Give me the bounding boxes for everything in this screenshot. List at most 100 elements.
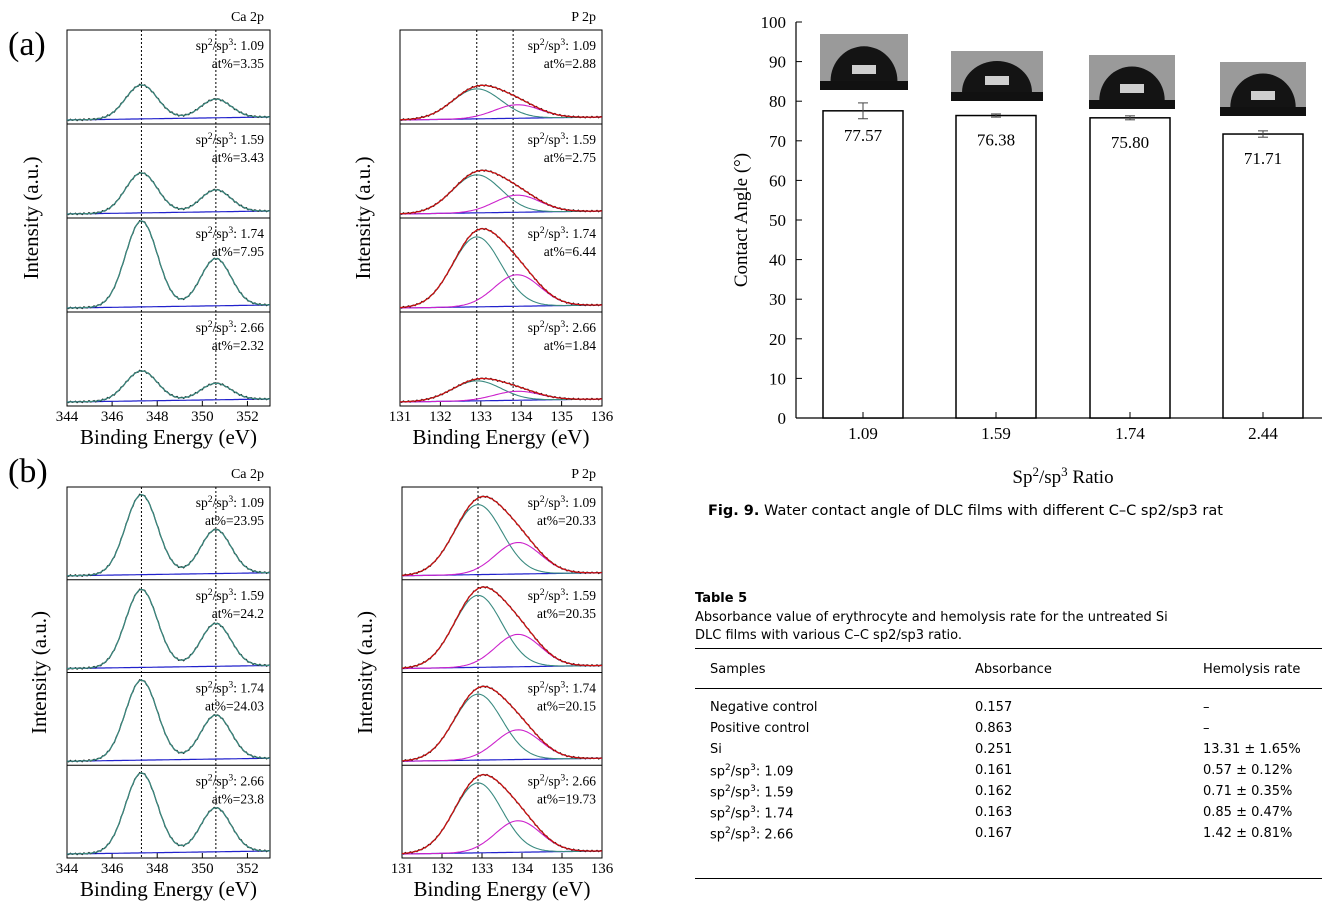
- table-cell-sample: sp2/sp3: 1.09: [710, 763, 794, 780]
- droplet-photo: [951, 51, 1043, 101]
- chart-bar: [1089, 117, 1171, 419]
- b-p-at-label: at%=20.15: [537, 699, 596, 714]
- a-ca-tick-label: 350: [191, 409, 214, 425]
- a-p-tick-label: 134: [510, 409, 533, 425]
- droplet-photo-substrate: [951, 92, 1043, 101]
- a-p-envelope-curve: [399, 84, 602, 121]
- b-p-ratio-label: sp2/sp3: 1.74: [528, 680, 597, 696]
- table-cell-sample: Positive control: [710, 721, 810, 736]
- b-p-component-curve: [402, 633, 602, 670]
- chart-bar: [955, 114, 1037, 419]
- b-p-tick-label: 136: [591, 861, 614, 877]
- b-ca-tick-label: 352: [236, 861, 259, 877]
- a-ca-fit-curve: [67, 84, 270, 121]
- b-ca-tick-label: 350: [191, 861, 214, 877]
- chart-y-tick-label: 90: [769, 53, 786, 72]
- chart-y-tick-label: 50: [769, 211, 786, 230]
- table-header-hemolysis: Hemolysis rate: [1203, 662, 1301, 677]
- a-p-envelope-curve: [399, 377, 602, 403]
- b-p-tick-label: 134: [511, 861, 534, 877]
- b-ca-fit-curve: [67, 588, 270, 670]
- panel-label-b: (b): [8, 453, 48, 490]
- a-ca-fit-curve: [67, 220, 270, 309]
- b-p-envelope-curve: [401, 685, 602, 762]
- panel-label-a: (a): [8, 26, 46, 63]
- table-cell-sample: sp2/sp3: 1.74: [710, 805, 794, 822]
- a-p-at-label: at%=2.88: [544, 56, 596, 71]
- a-p-envelope-curve: [400, 169, 602, 215]
- b-p-title: P 2p: [571, 467, 596, 482]
- table-5-caption-line2: DLC films with various C–C sp2/sp3 ratio…: [695, 628, 963, 643]
- chart-data-label: 76.38: [977, 131, 1015, 150]
- droplet-shape: [830, 46, 898, 81]
- table-header-rule: [695, 688, 1322, 689]
- b-ca-at-label: at%=23.8: [212, 791, 264, 806]
- droplet-photo-substrate: [820, 81, 908, 90]
- a-p-y-title: Intensity (a.u.): [351, 156, 375, 279]
- chart-x-tick-label: 1.09: [848, 424, 878, 443]
- table-top-rule: [695, 648, 1322, 649]
- chart-y-tick-label: 30: [769, 290, 786, 309]
- a-ca-tick-label: 346: [101, 409, 124, 425]
- b-ca-background-curve: [67, 850, 270, 855]
- figure-9-text: Water contact angle of DLC films with di…: [764, 503, 1223, 519]
- b-p-envelope-curve: [401, 495, 602, 576]
- droplet-photo: [1089, 55, 1175, 109]
- b-ca-fit-curve: [67, 679, 270, 762]
- b-ca-ratio-label: sp2/sp3: 2.66: [196, 772, 265, 788]
- figure-9-label: Fig. 9.: [708, 503, 760, 519]
- b-p-y-title: Intensity (a.u.): [353, 611, 377, 734]
- droplet-photo-substrate: [1220, 107, 1306, 116]
- a-ca-raw-spectrum: [66, 83, 271, 122]
- a-ca-ratio-label: sp2/sp3: 2.66: [196, 319, 265, 335]
- b-ca-y-title: Intensity (a.u.): [27, 611, 51, 734]
- a-p-ratio-label: sp2/sp3: 1.74: [528, 225, 597, 241]
- table-cell-hemolysis: 1.42 ± 0.81%: [1203, 826, 1293, 841]
- b-p-at-label: at%=19.73: [537, 791, 596, 806]
- table-cell-sample: sp2/sp3: 2.66: [710, 826, 794, 843]
- b-ca-ratio-label: sp2/sp3: 1.74: [196, 680, 265, 696]
- table-cell-absorbance: 0.157: [975, 700, 1013, 715]
- b-ca-fit-curve: [67, 493, 270, 577]
- b-ca-ratio-label: sp2/sp3: 1.59: [196, 587, 265, 603]
- a-p-tick-label: 135: [550, 409, 573, 425]
- droplet-highlight: [1120, 84, 1144, 93]
- droplet-photo: [1220, 62, 1306, 116]
- table-cell-absorbance: 0.162: [975, 784, 1013, 799]
- a-p-at-label: at%=2.75: [544, 150, 596, 165]
- a-p-tick-label: 133: [470, 409, 493, 425]
- b-ca-ratio-label: sp2/sp3: 1.09: [196, 494, 265, 510]
- b-ca-title: Ca 2p: [231, 467, 264, 482]
- chart-y-tick-label: 10: [769, 369, 786, 388]
- table-cell-hemolysis: 0.57 ± 0.12%: [1203, 763, 1293, 778]
- table-cell-hemolysis: –: [1203, 721, 1210, 736]
- table-5-caption-line1: Absorbance value of erythrocyte and hemo…: [695, 610, 1168, 625]
- chart-y-tick-label: 40: [769, 251, 786, 270]
- a-ca-ratio-label: sp2/sp3: 1.59: [196, 131, 265, 147]
- a-ca-at-label: at%=3.35: [212, 56, 264, 71]
- a-p-ratio-label: sp2/sp3: 1.59: [528, 131, 597, 147]
- table-cell-sample: Negative control: [710, 700, 818, 715]
- chart-data-label: 77.57: [844, 126, 883, 145]
- a-p-envelope-curve: [399, 228, 602, 309]
- droplet-photo: [820, 34, 908, 90]
- b-p-envelope-curve: [401, 774, 602, 855]
- a-ca-ratio-label: sp2/sp3: 1.74: [196, 225, 265, 241]
- a-ca-raw-spectrum: [66, 369, 271, 404]
- table-cell-hemolysis: 0.71 ± 0.35%: [1203, 784, 1293, 799]
- b-p-x-title: Binding Energy (eV): [414, 877, 591, 901]
- droplet-photo-substrate: [1089, 100, 1175, 109]
- a-ca-title: Ca 2p: [231, 10, 264, 25]
- chart-x-tick-label: 2.44: [1248, 424, 1278, 443]
- a-p-x-title: Binding Energy (eV): [413, 425, 590, 449]
- droplet-highlight: [985, 76, 1009, 85]
- b-p-ratio-label: sp2/sp3: 2.66: [528, 772, 597, 788]
- a-ca-raw-spectrum: [66, 171, 271, 216]
- a-ca-ratio-label: sp2/sp3: 1.09: [196, 37, 265, 53]
- a-p-ratio-label: sp2/sp3: 1.09: [528, 37, 597, 53]
- a-p-title: P 2p: [571, 10, 596, 25]
- table-cell-absorbance: 0.863: [975, 721, 1013, 736]
- a-ca-background-curve: [67, 210, 270, 215]
- b-ca-at-label: at%=23.95: [205, 513, 264, 528]
- b-ca-at-label: at%=24.2: [212, 606, 264, 621]
